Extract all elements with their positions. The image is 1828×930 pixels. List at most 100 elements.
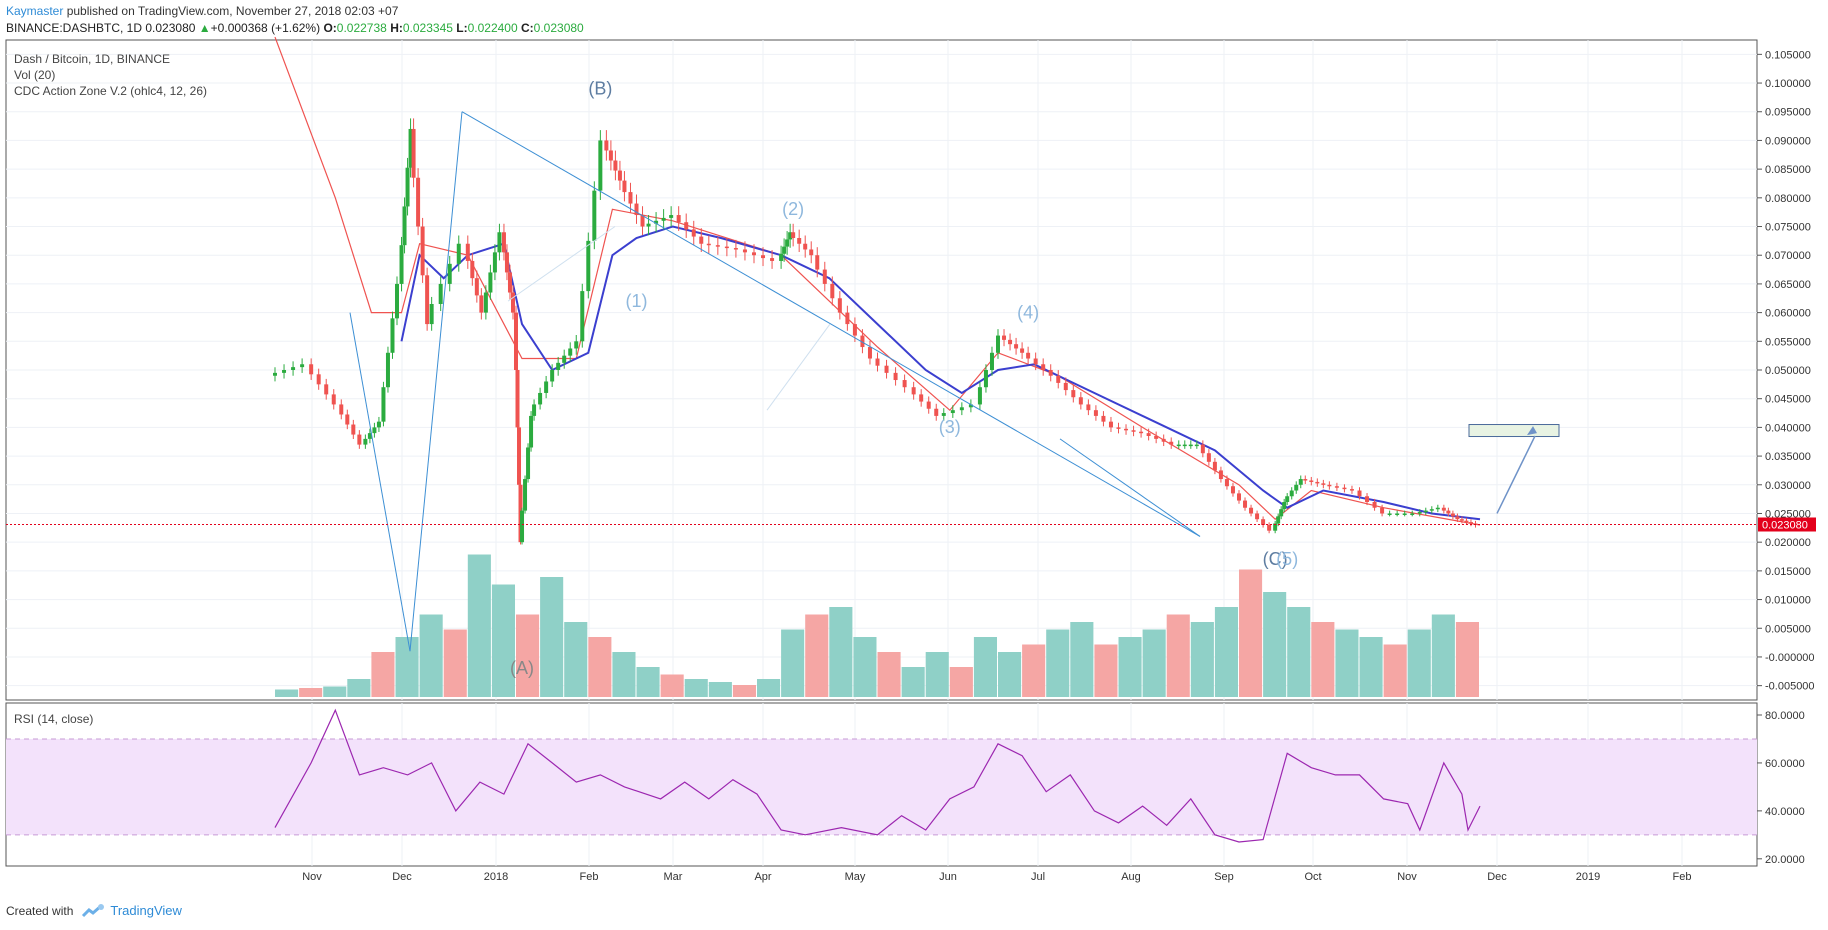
candle-body xyxy=(1273,523,1278,531)
wave-trend-line xyxy=(461,111,1201,537)
candle-body xyxy=(1282,502,1287,510)
volume-bar xyxy=(1190,622,1214,697)
x-tick-label: Oct xyxy=(1304,871,1321,883)
candle-body xyxy=(291,367,296,370)
candle-body xyxy=(1309,480,1314,482)
volume-bar xyxy=(588,637,612,697)
candle-body xyxy=(1014,344,1019,349)
high-label: H: xyxy=(390,21,403,35)
candle-body xyxy=(608,150,613,161)
candle-body xyxy=(501,232,506,253)
tradingview-link[interactable]: TradingView xyxy=(81,903,182,918)
candle-body xyxy=(815,255,820,270)
candle-body xyxy=(376,421,381,428)
volume-bar xyxy=(491,584,515,697)
rsi-band xyxy=(6,738,1757,835)
candle-body xyxy=(504,252,509,273)
candle-body xyxy=(809,249,814,256)
candle-body xyxy=(324,384,329,395)
volume-bar xyxy=(612,652,636,697)
tradingview-logo-icon xyxy=(82,903,105,917)
volume-bar xyxy=(805,614,829,697)
volume-bar xyxy=(1263,592,1287,697)
candle-body xyxy=(598,140,603,191)
candle-body xyxy=(902,380,907,388)
candle-body xyxy=(1124,428,1129,431)
candle-body xyxy=(860,335,865,348)
volume-bar xyxy=(1070,622,1094,697)
candle-body xyxy=(1276,516,1281,524)
candle-body xyxy=(416,177,421,227)
candle-body xyxy=(822,269,827,284)
wave-label: (4) xyxy=(1017,302,1039,322)
x-tick-label: Aug xyxy=(1121,871,1141,883)
candle-body xyxy=(1182,444,1187,447)
candle-body xyxy=(1139,431,1144,434)
candle-body xyxy=(1365,496,1370,502)
candle-body xyxy=(1294,484,1299,491)
candle-body xyxy=(1410,513,1415,515)
candle-body xyxy=(1176,444,1181,447)
candle-body xyxy=(1048,370,1053,376)
candle-body xyxy=(742,249,747,253)
candle-body xyxy=(447,263,452,284)
candle-body xyxy=(465,243,470,261)
volume-bar xyxy=(925,652,949,697)
volume-bar xyxy=(1311,622,1335,697)
y-tick-label: 0.050000 xyxy=(1765,365,1811,377)
candle-body xyxy=(996,335,1000,353)
candle-body xyxy=(470,260,475,279)
x-tick-label: Jun xyxy=(939,871,957,883)
volume-bar xyxy=(877,652,901,697)
legend-volume[interactable]: Vol (20) xyxy=(14,68,56,82)
candle-body xyxy=(586,240,591,292)
y-tick-label: -0.005000 xyxy=(1765,681,1815,693)
candle-body xyxy=(884,365,889,373)
candle-body xyxy=(1078,397,1083,405)
candle-body xyxy=(1315,481,1320,484)
volume-bar xyxy=(1239,569,1263,697)
candle-body xyxy=(654,220,659,224)
candle-body xyxy=(1380,507,1385,514)
candle-body xyxy=(604,140,609,151)
candle-body xyxy=(959,407,964,411)
publish-line: Kaymaster published on TradingView.com, … xyxy=(6,4,398,18)
candle-body xyxy=(529,415,534,448)
volume-bar xyxy=(684,679,708,697)
candle-body xyxy=(1417,512,1422,514)
author-link[interactable]: Kaymaster xyxy=(6,4,64,18)
x-tick-label: Dec xyxy=(1487,871,1507,883)
target-arrow-head-icon xyxy=(1527,426,1537,436)
candle-body xyxy=(1429,509,1434,511)
candle-body xyxy=(363,438,368,445)
legend-title[interactable]: Dash / Bitcoin, 1D, BINANCE xyxy=(14,52,171,66)
candle-body xyxy=(395,283,400,319)
candle-body xyxy=(1459,519,1464,521)
wave-trend-line xyxy=(1059,438,1201,537)
change-value: +0.000368 (+1.62%) xyxy=(210,21,321,35)
y-tick-label: 0.010000 xyxy=(1765,595,1811,607)
wave-label: (B) xyxy=(588,79,612,99)
legend-cdc[interactable]: CDC Action Zone V.2 (ohlc4, 12, 26) xyxy=(14,84,207,98)
wave-label: (3) xyxy=(939,417,961,437)
candle-body xyxy=(351,424,356,435)
wave-label: (C) xyxy=(1263,549,1288,569)
candle-body xyxy=(684,222,689,230)
legend-rsi[interactable]: RSI (14, close) xyxy=(14,712,94,726)
volume-bar xyxy=(708,682,732,697)
footer: Created with TradingView xyxy=(6,903,182,918)
y-tick-label: 0.080000 xyxy=(1765,193,1811,205)
candle-body xyxy=(1056,375,1061,383)
candle-body xyxy=(372,427,377,434)
candle-body xyxy=(1395,513,1400,515)
open-value: 0.022738 xyxy=(336,21,387,35)
y-tick-label: 0.060000 xyxy=(1765,308,1811,320)
candle-body xyxy=(357,434,362,445)
candle-body xyxy=(1387,513,1392,515)
candle-body xyxy=(273,372,277,376)
volume-bar xyxy=(323,686,347,697)
volume-bar xyxy=(1166,614,1190,697)
candle-body xyxy=(837,298,842,313)
target-box xyxy=(1468,424,1560,438)
candle-body xyxy=(580,291,585,342)
